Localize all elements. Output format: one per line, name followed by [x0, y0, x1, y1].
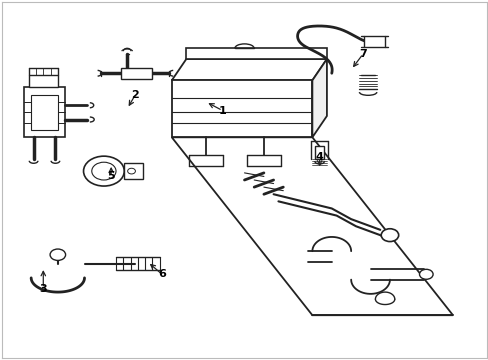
Polygon shape: [29, 75, 58, 87]
Polygon shape: [171, 137, 452, 315]
Polygon shape: [171, 80, 312, 137]
Polygon shape: [312, 59, 326, 137]
Polygon shape: [314, 146, 324, 159]
Circle shape: [83, 156, 124, 186]
Text: 2: 2: [131, 90, 139, 100]
Polygon shape: [124, 163, 142, 179]
Text: 3: 3: [40, 284, 47, 293]
Text: 5: 5: [107, 171, 115, 181]
Polygon shape: [31, 95, 58, 130]
Polygon shape: [364, 36, 385, 46]
Circle shape: [127, 168, 135, 174]
Text: 7: 7: [359, 49, 366, 59]
Circle shape: [92, 162, 116, 180]
Polygon shape: [186, 48, 326, 59]
Text: 4: 4: [315, 152, 323, 162]
Polygon shape: [121, 68, 152, 78]
Circle shape: [419, 269, 432, 279]
Circle shape: [50, 249, 65, 260]
Polygon shape: [24, 87, 65, 137]
Text: 6: 6: [158, 269, 166, 279]
Circle shape: [381, 229, 398, 242]
Polygon shape: [171, 59, 326, 80]
Text: 1: 1: [218, 105, 226, 116]
